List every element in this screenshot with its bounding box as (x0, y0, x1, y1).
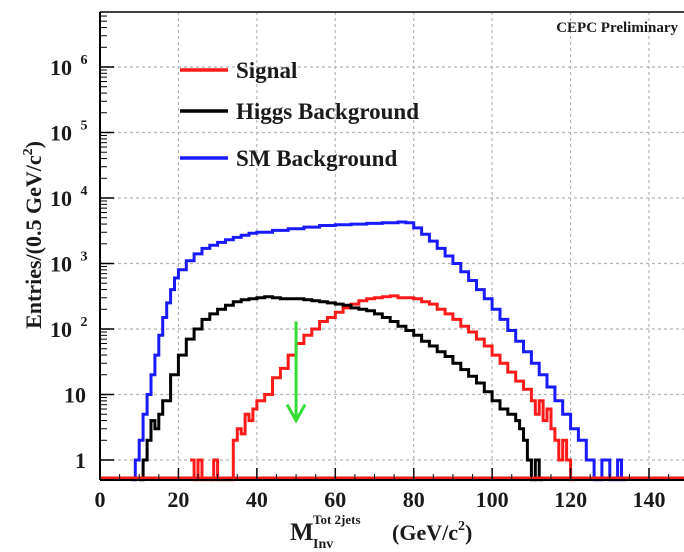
y-tick-label: 10 (50, 252, 72, 277)
x-tick-label: 140 (633, 487, 666, 512)
x-axis-title-main: M (290, 519, 314, 546)
legend-label-higgs-background: Higgs Background (236, 99, 419, 124)
grid-layer (100, 12, 684, 480)
y-tick-label-exponent: 5 (81, 119, 88, 134)
y-tick-label: 10 (50, 317, 72, 342)
x-tick-label: 0 (95, 487, 106, 512)
legend-label-signal: Signal (236, 58, 297, 83)
x-axis-title-unit-sup: 2 (458, 519, 465, 534)
x-tick-label: 100 (476, 487, 509, 512)
plot-area (100, 12, 684, 480)
y-axis-title: Entries/(0.5 GeV/c2) (21, 141, 46, 329)
y-tick-label-exponent: 3 (81, 250, 88, 265)
y-tick-label: 10 (50, 55, 72, 80)
x-tick-label: 40 (246, 487, 268, 512)
x-tick-label: 20 (167, 487, 189, 512)
y-axis-title-end: ) (21, 141, 46, 148)
y-tick-label-exponent: 6 (81, 53, 88, 68)
y-tick-label: 10 (64, 383, 86, 408)
y-axis-title-sup: 2 (21, 148, 36, 155)
x-axis-title-unit-end: ) (465, 520, 472, 545)
x-tick-label: 80 (403, 487, 425, 512)
chart-annotation: CEPC Preliminary (556, 20, 678, 36)
x-tick-label: 60 (324, 487, 346, 512)
y-tick-label: 10 (50, 121, 72, 146)
y-tick-label-exponent: 2 (81, 315, 88, 330)
y-tick-label-exponent: 4 (81, 184, 88, 199)
x-axis-title-sub: Inv (313, 537, 333, 552)
x-tick-label: 120 (554, 487, 587, 512)
x-axis-title: M (290, 519, 314, 546)
x-axis-title-unit: (GeV/c2) (392, 519, 472, 545)
x-axis-title-unit-main: (GeV/c (392, 520, 458, 545)
x-axis-title-sup: Tot 2jets (313, 512, 361, 527)
y-tick-label: 10 (50, 186, 72, 211)
y-axis-title-main: Entries/(0.5 GeV/c (21, 155, 46, 329)
legend-label-sm-background: SM Background (236, 146, 397, 171)
y-tick-label: 1 (75, 448, 86, 473)
